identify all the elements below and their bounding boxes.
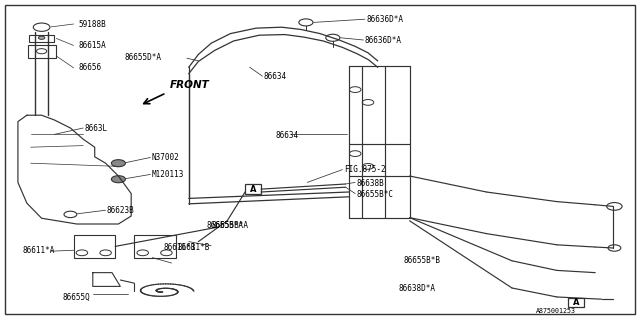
Text: 86634: 86634 (264, 72, 287, 81)
Text: 86636D*A: 86636D*A (366, 15, 403, 24)
Text: FRONT: FRONT (170, 80, 209, 90)
Text: N37002: N37002 (152, 153, 179, 162)
Text: 86655B*A: 86655B*A (211, 221, 248, 230)
Text: 86623B: 86623B (107, 206, 134, 215)
Text: 59188B: 59188B (79, 20, 106, 28)
Bar (568, 298, 584, 307)
Bar (245, 184, 261, 194)
Bar (29, 35, 54, 42)
Text: 8663L: 8663L (84, 124, 108, 132)
Bar (74, 235, 115, 258)
Text: A875001253: A875001253 (536, 308, 576, 314)
Text: 86611*A: 86611*A (22, 246, 55, 255)
Text: 86655Q: 86655Q (63, 292, 90, 301)
Circle shape (33, 23, 50, 31)
Circle shape (608, 245, 621, 251)
Bar (134, 235, 176, 258)
Text: A: A (250, 185, 257, 194)
Circle shape (100, 250, 111, 256)
Bar (28, 45, 56, 58)
Circle shape (349, 151, 361, 156)
Circle shape (349, 87, 361, 92)
Text: 86638B: 86638B (356, 179, 384, 188)
Text: 86655B*A: 86655B*A (207, 221, 244, 230)
Circle shape (362, 100, 374, 105)
Text: 86611*B: 86611*B (178, 243, 211, 252)
Circle shape (607, 203, 622, 210)
Text: 86615A: 86615A (79, 41, 106, 50)
Text: FIG.875-2: FIG.875-2 (344, 165, 385, 174)
Text: 86656: 86656 (79, 63, 102, 72)
Circle shape (137, 250, 148, 256)
Circle shape (362, 164, 374, 169)
Circle shape (64, 211, 77, 218)
Text: 86655B*B: 86655B*B (403, 256, 440, 265)
Text: A: A (573, 298, 579, 307)
Text: 86636D*A: 86636D*A (365, 36, 402, 45)
Text: 86655D*A: 86655D*A (125, 53, 162, 62)
Circle shape (326, 34, 340, 41)
Circle shape (38, 36, 45, 39)
Text: 86638D*A: 86638D*A (398, 284, 435, 293)
Circle shape (36, 49, 47, 54)
Circle shape (299, 19, 313, 26)
Circle shape (111, 160, 125, 167)
Text: M120113: M120113 (152, 170, 184, 179)
Text: 86634: 86634 (275, 131, 298, 140)
Circle shape (76, 250, 88, 256)
Text: 86655B*C: 86655B*C (356, 190, 394, 199)
Circle shape (111, 176, 125, 183)
Circle shape (161, 250, 172, 256)
Text: 86611*B: 86611*B (163, 243, 196, 252)
